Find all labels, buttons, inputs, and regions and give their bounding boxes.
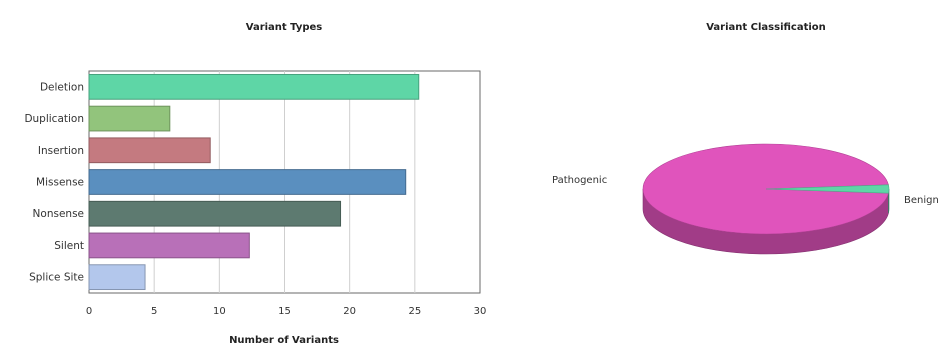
category-label: Deletion — [40, 81, 84, 93]
bar-x-axis-title: Number of Variants — [229, 335, 339, 346]
bar-series — [88, 73, 420, 291]
category-label: Duplication — [24, 113, 84, 125]
pie-label-benign: Benign — [904, 195, 939, 206]
bar — [88, 105, 171, 132]
pie-slice-benign — [765, 184, 890, 194]
pie-chart: Variant Classification Pathogenic Benign — [552, 22, 939, 255]
category-label: Nonsense — [33, 208, 84, 220]
x-tick-label: 10 — [213, 306, 226, 317]
category-label: Missense — [36, 177, 84, 189]
bar-category-labels: Deletion Duplication Insertion Missense Nons… — [24, 81, 84, 283]
x-tick-label: 30 — [474, 306, 487, 317]
bar — [88, 73, 420, 100]
pie-slice-pathogenic — [642, 143, 889, 235]
bar — [88, 232, 250, 259]
bar — [88, 169, 407, 195]
category-label: Silent — [54, 240, 84, 252]
pie-slices — [642, 143, 890, 255]
bar-x-tick-labels: 0 5 10 15 20 25 30 — [86, 306, 487, 317]
bar-chart-title: Variant Types — [246, 22, 323, 33]
x-tick-label: 0 — [86, 306, 92, 317]
pie-chart-title: Variant Classification — [706, 22, 826, 33]
bar — [88, 200, 342, 227]
category-label: Splice Site — [29, 272, 84, 284]
x-tick-label: 5 — [151, 306, 157, 317]
bar — [88, 264, 146, 291]
category-label: Insertion — [38, 145, 84, 157]
x-tick-label: 15 — [278, 306, 291, 317]
bar — [88, 137, 211, 164]
x-tick-label: 20 — [343, 306, 356, 317]
x-tick-label: 25 — [408, 306, 421, 317]
pie-label-pathogenic: Pathogenic — [552, 175, 607, 186]
bar-chart: Variant Types Deletion Duplication Inserti… — [24, 22, 486, 346]
